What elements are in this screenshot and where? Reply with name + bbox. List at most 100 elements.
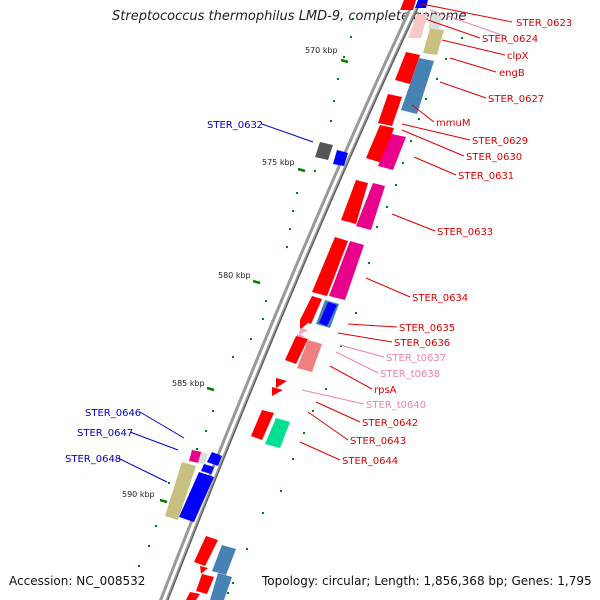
label-ster-0630[interactable]: STER_0630 <box>466 152 522 163</box>
label-mmum[interactable]: mmuM <box>436 118 470 129</box>
gene-ster-0646-b <box>198 452 208 464</box>
leader-ster-0627 <box>439 81 487 99</box>
label-ster-t0638[interactable]: STER_t0638 <box>380 369 440 380</box>
reverse-genes-left <box>165 142 348 522</box>
label-ster-0643[interactable]: STER_0643 <box>350 436 406 447</box>
gene-ster-0627 <box>401 58 434 114</box>
label-ster-0636[interactable]: STER_0636 <box>394 338 450 349</box>
gene-bottom-2 <box>212 545 236 575</box>
label-engb[interactable]: engB <box>499 68 525 79</box>
leader-ster-0631 <box>413 156 457 176</box>
label-clpx[interactable]: clpX <box>507 51 529 62</box>
gene-ster-0635-b <box>319 302 337 326</box>
leader-ster-0634 <box>365 277 411 298</box>
gene-ster-0631 <box>378 134 406 170</box>
leader-ster-0629 <box>401 123 471 141</box>
gene-clpx <box>423 28 444 55</box>
kbp-label-580: 580 kbp <box>218 271 251 280</box>
gene-ster-0647-b <box>201 464 214 474</box>
gene-ster-0623-b <box>415 0 428 8</box>
gene-ster-0646 <box>189 450 202 463</box>
label-ster-0632[interactable]: STER_0632 <box>207 120 263 131</box>
right-leader-lines <box>299 3 513 461</box>
gene-bottom-6 <box>186 592 200 600</box>
gene-ster-0624 <box>408 14 428 38</box>
forward-genes-middle <box>251 180 385 448</box>
gene-mmum <box>378 94 402 126</box>
gene-ster-0632 <box>333 150 348 166</box>
label-ster-0624[interactable]: STER_0624 <box>482 34 538 45</box>
gene-ster-0642 <box>272 387 283 396</box>
kbp-label-585: 585 kbp <box>172 379 205 388</box>
leader-ster-0635 <box>347 323 398 328</box>
label-ster-0646[interactable]: STER_0646 <box>85 408 141 419</box>
label-ster-0648[interactable]: STER_0648 <box>65 454 121 465</box>
leader-ster-0623 <box>421 3 513 23</box>
label-ster-0633[interactable]: STER_0633 <box>437 227 493 238</box>
forward-genes-top <box>366 0 444 170</box>
backbone-ring-edge <box>167 0 423 600</box>
leader-ster-t0638 <box>335 351 379 374</box>
gene-rpsa-a <box>285 336 308 364</box>
label-ster-0629[interactable]: STER_0629 <box>472 136 528 147</box>
gene-rpsa <box>297 340 322 372</box>
gene-ster-0633-a <box>341 180 368 224</box>
leader-ster-0643 <box>307 411 349 441</box>
leader-ster-0633 <box>391 213 436 232</box>
leader-ster-0648 <box>117 457 168 483</box>
label-ster-t0637[interactable]: STER_t0637 <box>386 353 446 364</box>
leader-clpx <box>441 39 506 56</box>
right-labels: STER_0623 STER_0624 clpX engB STER_0627 … <box>342 18 572 467</box>
gene-ster-0632-a <box>315 142 333 160</box>
label-ster-0634[interactable]: STER_0634 <box>412 293 468 304</box>
gene-ster-0634-a <box>312 237 348 296</box>
label-rpsa[interactable]: rpsA <box>374 385 397 396</box>
label-ster-0631[interactable]: STER_0631 <box>458 171 514 182</box>
gene-ster-0634 <box>329 241 364 300</box>
kbp-label-570: 570 kbp <box>305 46 338 55</box>
gene-ster-0648-b <box>179 472 214 522</box>
leader-ster-0624 <box>427 19 481 39</box>
gene-ster-0643 <box>251 410 274 440</box>
gene-ster-0647 <box>207 452 222 466</box>
label-ster-0635[interactable]: STER_0635 <box>399 323 455 334</box>
leader-ster-0623-pink <box>429 9 503 36</box>
kbp-label-575: 575 kbp <box>262 158 295 167</box>
right-leader-lines-pink <box>301 9 503 405</box>
leader-ster-0642 <box>315 401 361 423</box>
leader-ster-0630 <box>401 129 465 157</box>
left-labels: STER_0632 STER_0646 STER_0647 STER_0648 <box>65 120 263 465</box>
label-ster-0644[interactable]: STER_0644 <box>342 456 398 467</box>
gene-ster-0635-a <box>300 296 322 324</box>
gene-ster-0636 <box>300 320 309 330</box>
forward-genes-bottom <box>186 536 236 600</box>
leader-mmum <box>411 104 435 123</box>
gene-ster-0623 <box>400 0 416 10</box>
backbone-ring-inner <box>162 0 420 600</box>
content-dots-track <box>138 18 463 594</box>
leader-rpsa <box>329 365 373 390</box>
gene-bottom-4 <box>196 574 214 594</box>
label-ster-0647[interactable]: STER_0647 <box>77 428 133 439</box>
gene-ster-0629 <box>383 110 392 120</box>
kbp-label-590: 590 kbp <box>122 490 155 499</box>
leader-ster-0632 <box>261 123 314 143</box>
leader-ster-t0637 <box>339 344 385 358</box>
gene-ster-0633 <box>356 183 385 230</box>
leader-ster-t0640 <box>301 389 365 405</box>
kbp-ticks <box>159 58 349 504</box>
leader-engb <box>449 57 497 73</box>
gene-engb <box>395 52 420 84</box>
label-ster-0642[interactable]: STER_0642 <box>362 418 418 429</box>
label-ster-0627[interactable]: STER_0627 <box>488 94 544 105</box>
label-ster-t0640[interactable]: STER_t0640 <box>366 400 426 411</box>
label-ster-0623[interactable]: STER_0623 <box>516 18 572 29</box>
gene-ster-0630 <box>366 125 394 163</box>
leader-ster-0646 <box>139 411 185 439</box>
leader-ster-0636 <box>337 332 393 343</box>
gene-bottom-3 <box>200 566 208 574</box>
gene-ster-t0640 <box>276 378 287 388</box>
gene-ster-t0637 <box>299 328 308 335</box>
